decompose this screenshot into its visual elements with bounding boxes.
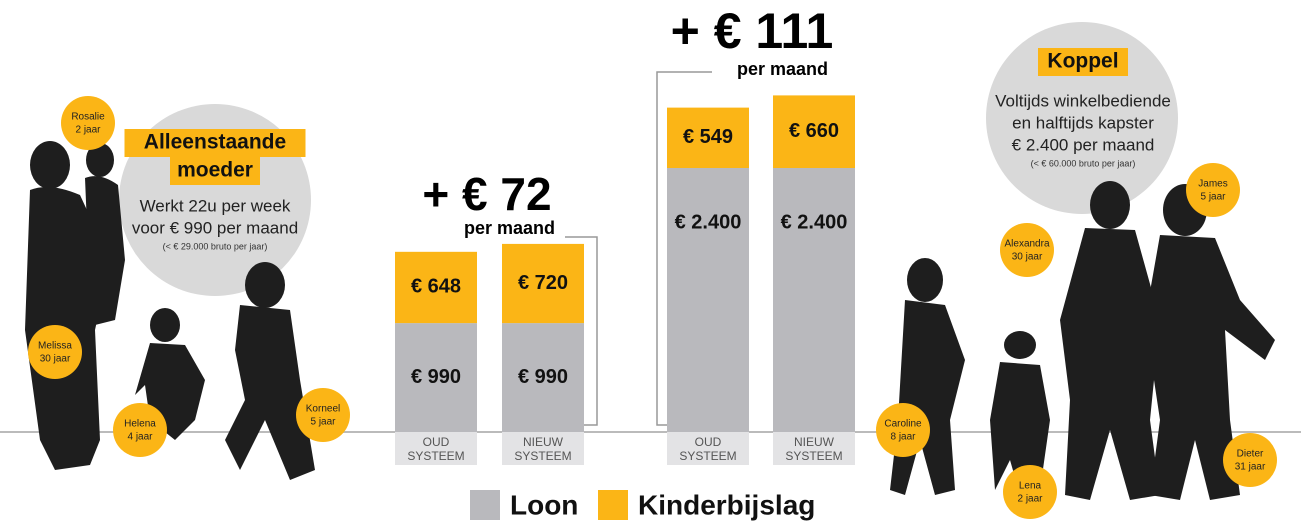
person-badge <box>1223 433 1277 487</box>
person-name: Melissa <box>38 341 72 352</box>
bracket <box>565 236 598 426</box>
panel-title: moeder <box>177 159 253 182</box>
panel-title: Alleenstaande <box>144 131 286 154</box>
person-age: 2 jaar <box>75 125 101 136</box>
legend-swatch <box>598 490 628 520</box>
bar-segment <box>773 95 855 168</box>
value-label: € 2.400 <box>675 211 742 233</box>
person-badge <box>1000 223 1054 277</box>
person-age: 31 jaar <box>1235 462 1266 473</box>
x-tick-label: OUD SYSTEEM <box>679 435 737 463</box>
person-age: 5 jaar <box>1200 192 1226 203</box>
x-tick-label: NIEUW SYSTEEM <box>514 435 572 463</box>
bar-segment <box>773 168 855 432</box>
value-label: € 2.400 <box>781 211 848 233</box>
person-badge <box>876 403 930 457</box>
bar-segment <box>502 243 584 324</box>
annotation: + € 72 <box>422 168 551 220</box>
category-box <box>773 432 855 465</box>
person-age: 5 jaar <box>310 417 336 428</box>
annotation: + € 111 <box>671 3 834 59</box>
title-box <box>1038 48 1128 76</box>
person-age: 8 jaar <box>890 432 916 443</box>
person-age: 30 jaar <box>40 354 71 365</box>
person-age: 2 jaar <box>1017 494 1043 505</box>
panel-text: Werkt 22u per week <box>140 196 291 215</box>
bracket <box>656 71 712 426</box>
person-badge <box>61 96 115 150</box>
title-box <box>124 129 306 157</box>
person-name: Dieter <box>1237 449 1264 460</box>
person-age: 30 jaar <box>1012 252 1043 263</box>
bar-segment <box>667 107 749 168</box>
value-label: € 549 <box>683 126 733 148</box>
legend-label: Kinderbijslag <box>638 489 815 520</box>
annotation-sub: per maand <box>464 218 555 238</box>
value-label: € 720 <box>518 272 568 294</box>
x-tick-label: NIEUW SYSTEEM <box>785 435 843 463</box>
bar-segment <box>395 323 477 432</box>
person-name: Rosalie <box>71 112 105 123</box>
person-badge <box>296 388 350 442</box>
panel-note: (< € 29.000 bruto per jaar) <box>163 241 268 251</box>
legend-swatch <box>470 490 500 520</box>
value-label: € 660 <box>789 120 839 142</box>
person-name: Helena <box>124 419 156 430</box>
value-label: € 648 <box>411 276 461 298</box>
panel-note: (< € 60.000 bruto per jaar) <box>1031 158 1136 168</box>
panel-text: voor € 990 per maand <box>132 218 298 237</box>
category-box <box>667 432 749 465</box>
person-badge <box>1186 163 1240 217</box>
bar-segment <box>667 168 749 432</box>
title-box <box>170 157 260 185</box>
person-name: Lena <box>1019 481 1042 492</box>
value-label: € 990 <box>411 366 461 388</box>
person-badge <box>113 403 167 457</box>
person-age: 4 jaar <box>127 432 153 443</box>
category-box <box>502 432 584 465</box>
annotation-sub: per maand <box>737 59 828 79</box>
panel-text: € 2.400 per maand <box>1012 135 1155 154</box>
x-tick-label: OUD SYSTEEM <box>407 435 465 463</box>
panel-circle <box>986 22 1178 214</box>
person-name: Caroline <box>884 419 922 430</box>
person-name: James <box>1198 179 1227 190</box>
panel-text: en halftijds kapster <box>1012 113 1154 132</box>
bar-segment <box>502 323 584 432</box>
person-name: Korneel <box>306 404 340 415</box>
category-box <box>395 432 477 465</box>
value-label: € 990 <box>518 366 568 388</box>
panel-title: Koppel <box>1047 50 1118 73</box>
panel-text: Voltijds winkelbediende <box>995 91 1171 110</box>
legend-label: Loon <box>510 489 578 520</box>
person-badge <box>1003 465 1057 519</box>
person-name: Alexandra <box>1004 239 1049 250</box>
bar-segment <box>395 251 477 324</box>
person-badge <box>28 325 82 379</box>
